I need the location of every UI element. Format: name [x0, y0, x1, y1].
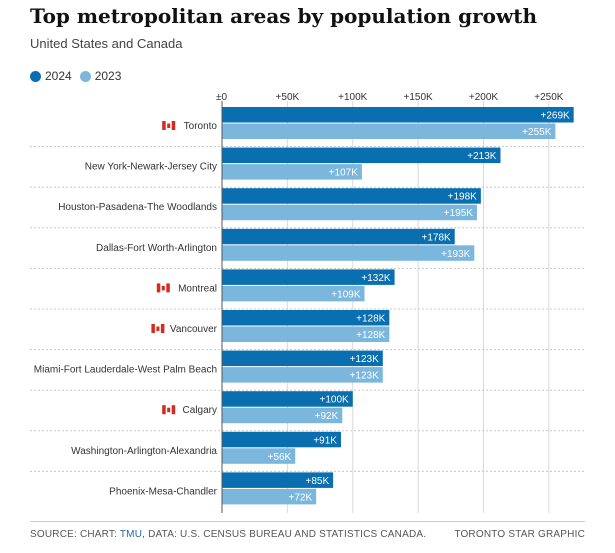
bar-value-label-2024: +198K	[448, 192, 478, 203]
bar-2024	[222, 391, 353, 407]
source-link-tmu[interactable]: TMU	[119, 529, 143, 540]
canada-flag-band-left	[162, 121, 166, 130]
category-label: Montreal	[178, 283, 217, 294]
bar-value-label-2023: +128K	[356, 330, 386, 341]
category-label: Toronto	[184, 121, 218, 132]
category-label: Washington-Arlington-Alexandria	[71, 446, 217, 457]
legend-item-2024: 2024	[30, 69, 72, 83]
source-note: SOURCE: CHART: TMU, DATA: U.S. CENSUS BU…	[30, 529, 426, 540]
category-label: Miami-Fort Lauderdale-West Palm Beach	[34, 365, 217, 376]
bar-value-label-2024: +128K	[356, 314, 386, 325]
bar-2023	[222, 164, 362, 180]
x-tick-label: +200K	[469, 92, 499, 103]
bar-value-label-2023: +92K	[315, 411, 339, 422]
legend-label-2024: 2024	[45, 69, 72, 83]
bar-2024	[222, 472, 334, 488]
bar-2024	[222, 147, 501, 164]
bar-2024	[222, 107, 574, 123]
bar-2024	[222, 310, 390, 326]
x-tick-label: +100K	[338, 92, 368, 103]
bar-value-label-2023: +56K	[268, 452, 292, 463]
chart-title: Top metropolitan areas by population gro…	[30, 4, 538, 28]
bar-value-label-2024: +85K	[305, 476, 329, 487]
bar-2023	[222, 204, 477, 221]
canada-flag-leaf	[161, 285, 165, 291]
bar-value-label-2024: +132K	[361, 273, 391, 284]
bar-2024	[222, 350, 383, 367]
x-tick-label: +250K	[534, 92, 564, 103]
bar-2023	[222, 245, 475, 261]
bar-value-label-2023: +123K	[350, 371, 380, 382]
bar-value-label-2023: +72K	[288, 492, 312, 503]
canada-flag-band-left	[162, 405, 166, 415]
canada-flag-leaf	[167, 123, 171, 128]
footer: SOURCE: CHART: TMU, DATA: U.S. CENSUS BU…	[30, 521, 585, 540]
category-label: Calgary	[183, 405, 217, 416]
bar-2023	[222, 448, 296, 464]
source-suffix: , DATA: U.S. CENSUS BUREAU AND STATISTIC…	[142, 529, 427, 540]
bar-value-label-2024: +269K	[540, 111, 570, 122]
legend-item-2023: 2023	[79, 69, 122, 83]
bar-value-label-2023: +109K	[331, 289, 361, 300]
x-tick-label: ±0	[216, 92, 227, 103]
legend-swatch-2024	[30, 70, 41, 82]
source-prefix: SOURCE: CHART:	[30, 529, 120, 540]
category-label: Vancouver	[170, 324, 218, 335]
bar-2023	[222, 367, 383, 383]
x-tick-label: +50K	[276, 92, 300, 103]
canada-flag-band-right	[171, 405, 176, 415]
bar-value-label-2024: +100K	[320, 395, 350, 406]
category-label: Houston-Pasadena-The Woodlands	[58, 202, 217, 213]
bar-value-label-2023: +107K	[329, 168, 359, 179]
canada-flag-band-right	[160, 324, 165, 333]
legend: 2024 2023	[30, 69, 129, 83]
credit-note: TORONTO STAR GRAPHIC	[454, 529, 585, 540]
category-label: Phoenix-Mesa-Chandler	[109, 486, 218, 497]
category-label: Dallas-Fort Worth-Arlington	[96, 243, 217, 254]
bar-2024	[222, 188, 481, 204]
bar-chart: ±0 +50K +100K +150K +200K +250K Toronto New Yor…	[30, 92, 585, 513]
bar-value-label-2024: +91K	[313, 435, 337, 446]
bar-2023	[222, 488, 317, 505]
canada-flag-band-right	[166, 283, 170, 293]
bar-value-label-2024: +178K	[422, 232, 452, 243]
chart-subtitle: United States and Canada	[30, 36, 183, 51]
bar-2023	[222, 326, 390, 342]
category-label: New York-Newark-Jersey City	[85, 162, 217, 173]
bar-value-label-2024: +123K	[350, 354, 380, 365]
bar-2023	[222, 285, 365, 302]
legend-label-2023: 2023	[94, 69, 122, 83]
bar-value-label-2023: +193K	[441, 249, 471, 260]
x-tick-label: +150K	[404, 92, 434, 103]
bar-2024	[222, 269, 395, 285]
bar-value-label-2023: +195K	[444, 208, 474, 219]
bar-2024	[222, 431, 341, 448]
canada-flag-band-left	[156, 283, 161, 293]
bar-2023	[222, 407, 343, 424]
bar-value-label-2023: +255K	[522, 127, 552, 138]
canada-flag-band-left	[151, 324, 155, 333]
bar-value-label-2024: +213K	[467, 151, 497, 162]
bar-2024	[222, 228, 455, 245]
legend-swatch-2023	[79, 70, 91, 82]
bar-2023	[222, 123, 556, 139]
canada-flag-leaf	[156, 326, 160, 331]
canada-flag-leaf	[167, 407, 171, 413]
canada-flag-band-right	[171, 121, 176, 130]
